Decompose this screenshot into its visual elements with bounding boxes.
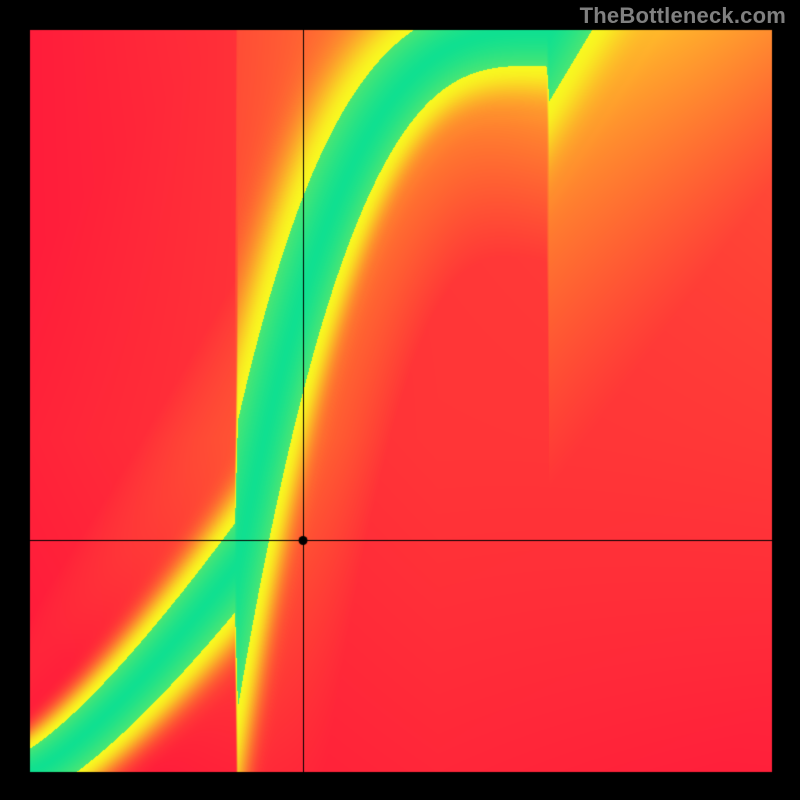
heatmap-canvas (0, 0, 800, 800)
watermark-text: TheBottleneck.com (580, 3, 786, 29)
chart-container: TheBottleneck.com (0, 0, 800, 800)
